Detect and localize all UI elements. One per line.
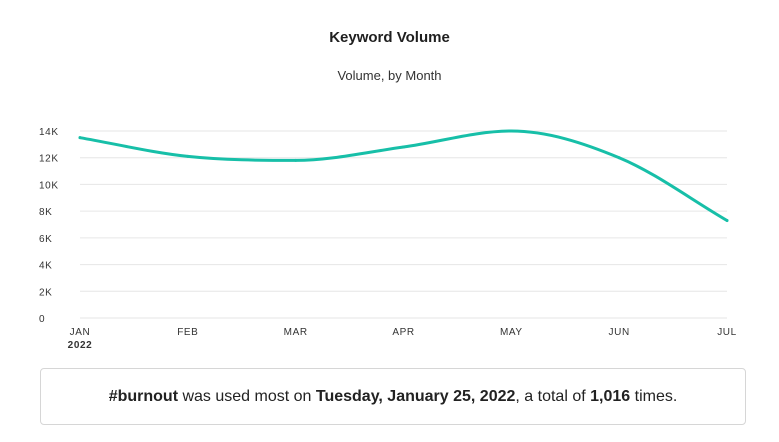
y-tick-label: 10K [39,180,59,191]
x-tick-label: APR [392,327,414,338]
line-chart: 0 2K 4K 6K 8K 10K 12K 14K JAN FEB MAR APR MAY JUN JUL 2… [39,127,737,351]
y-tick-label: 12K [39,154,59,165]
data-point [509,129,513,133]
data-point [617,156,621,160]
chart-title: Keyword Volume [329,29,450,46]
x-tick-label: JAN [70,327,91,338]
x-tick-label: JUN [609,327,630,338]
y-tick-label: 6K [39,234,52,245]
peak-date: Tuesday, January 25, 2022 [315,387,516,405]
x-tick-label: MAR [284,327,308,338]
data-point [186,154,190,158]
chart-subtitle: Volume, by Month [337,68,442,83]
data-point [294,158,298,162]
data-point [725,218,729,222]
y-tick-label: 2K [39,287,52,298]
data-point [402,145,405,149]
series-line [78,129,729,222]
y-tick-label: 4K [39,261,52,272]
x-tick-label: JUL [717,327,737,338]
y-tick-label: 14K [39,127,59,138]
summary-text-3: times. [630,387,678,405]
x-tick-label: FEB [177,327,198,338]
hashtag: #burnout [108,387,179,405]
peak-count: 1,016 [590,387,631,405]
summary-text-1: was used most on [178,387,316,405]
y-tick-label: 8K [39,207,52,218]
x-tick-label: MAY [500,327,523,338]
x-year-label: 2022 [68,340,93,351]
y-tick-label: 0 [39,314,45,325]
summary-box: #burnout was used most on Tuesday, Janua… [40,368,746,425]
data-point [78,136,82,140]
summary-text-2: , a total of [515,387,591,405]
